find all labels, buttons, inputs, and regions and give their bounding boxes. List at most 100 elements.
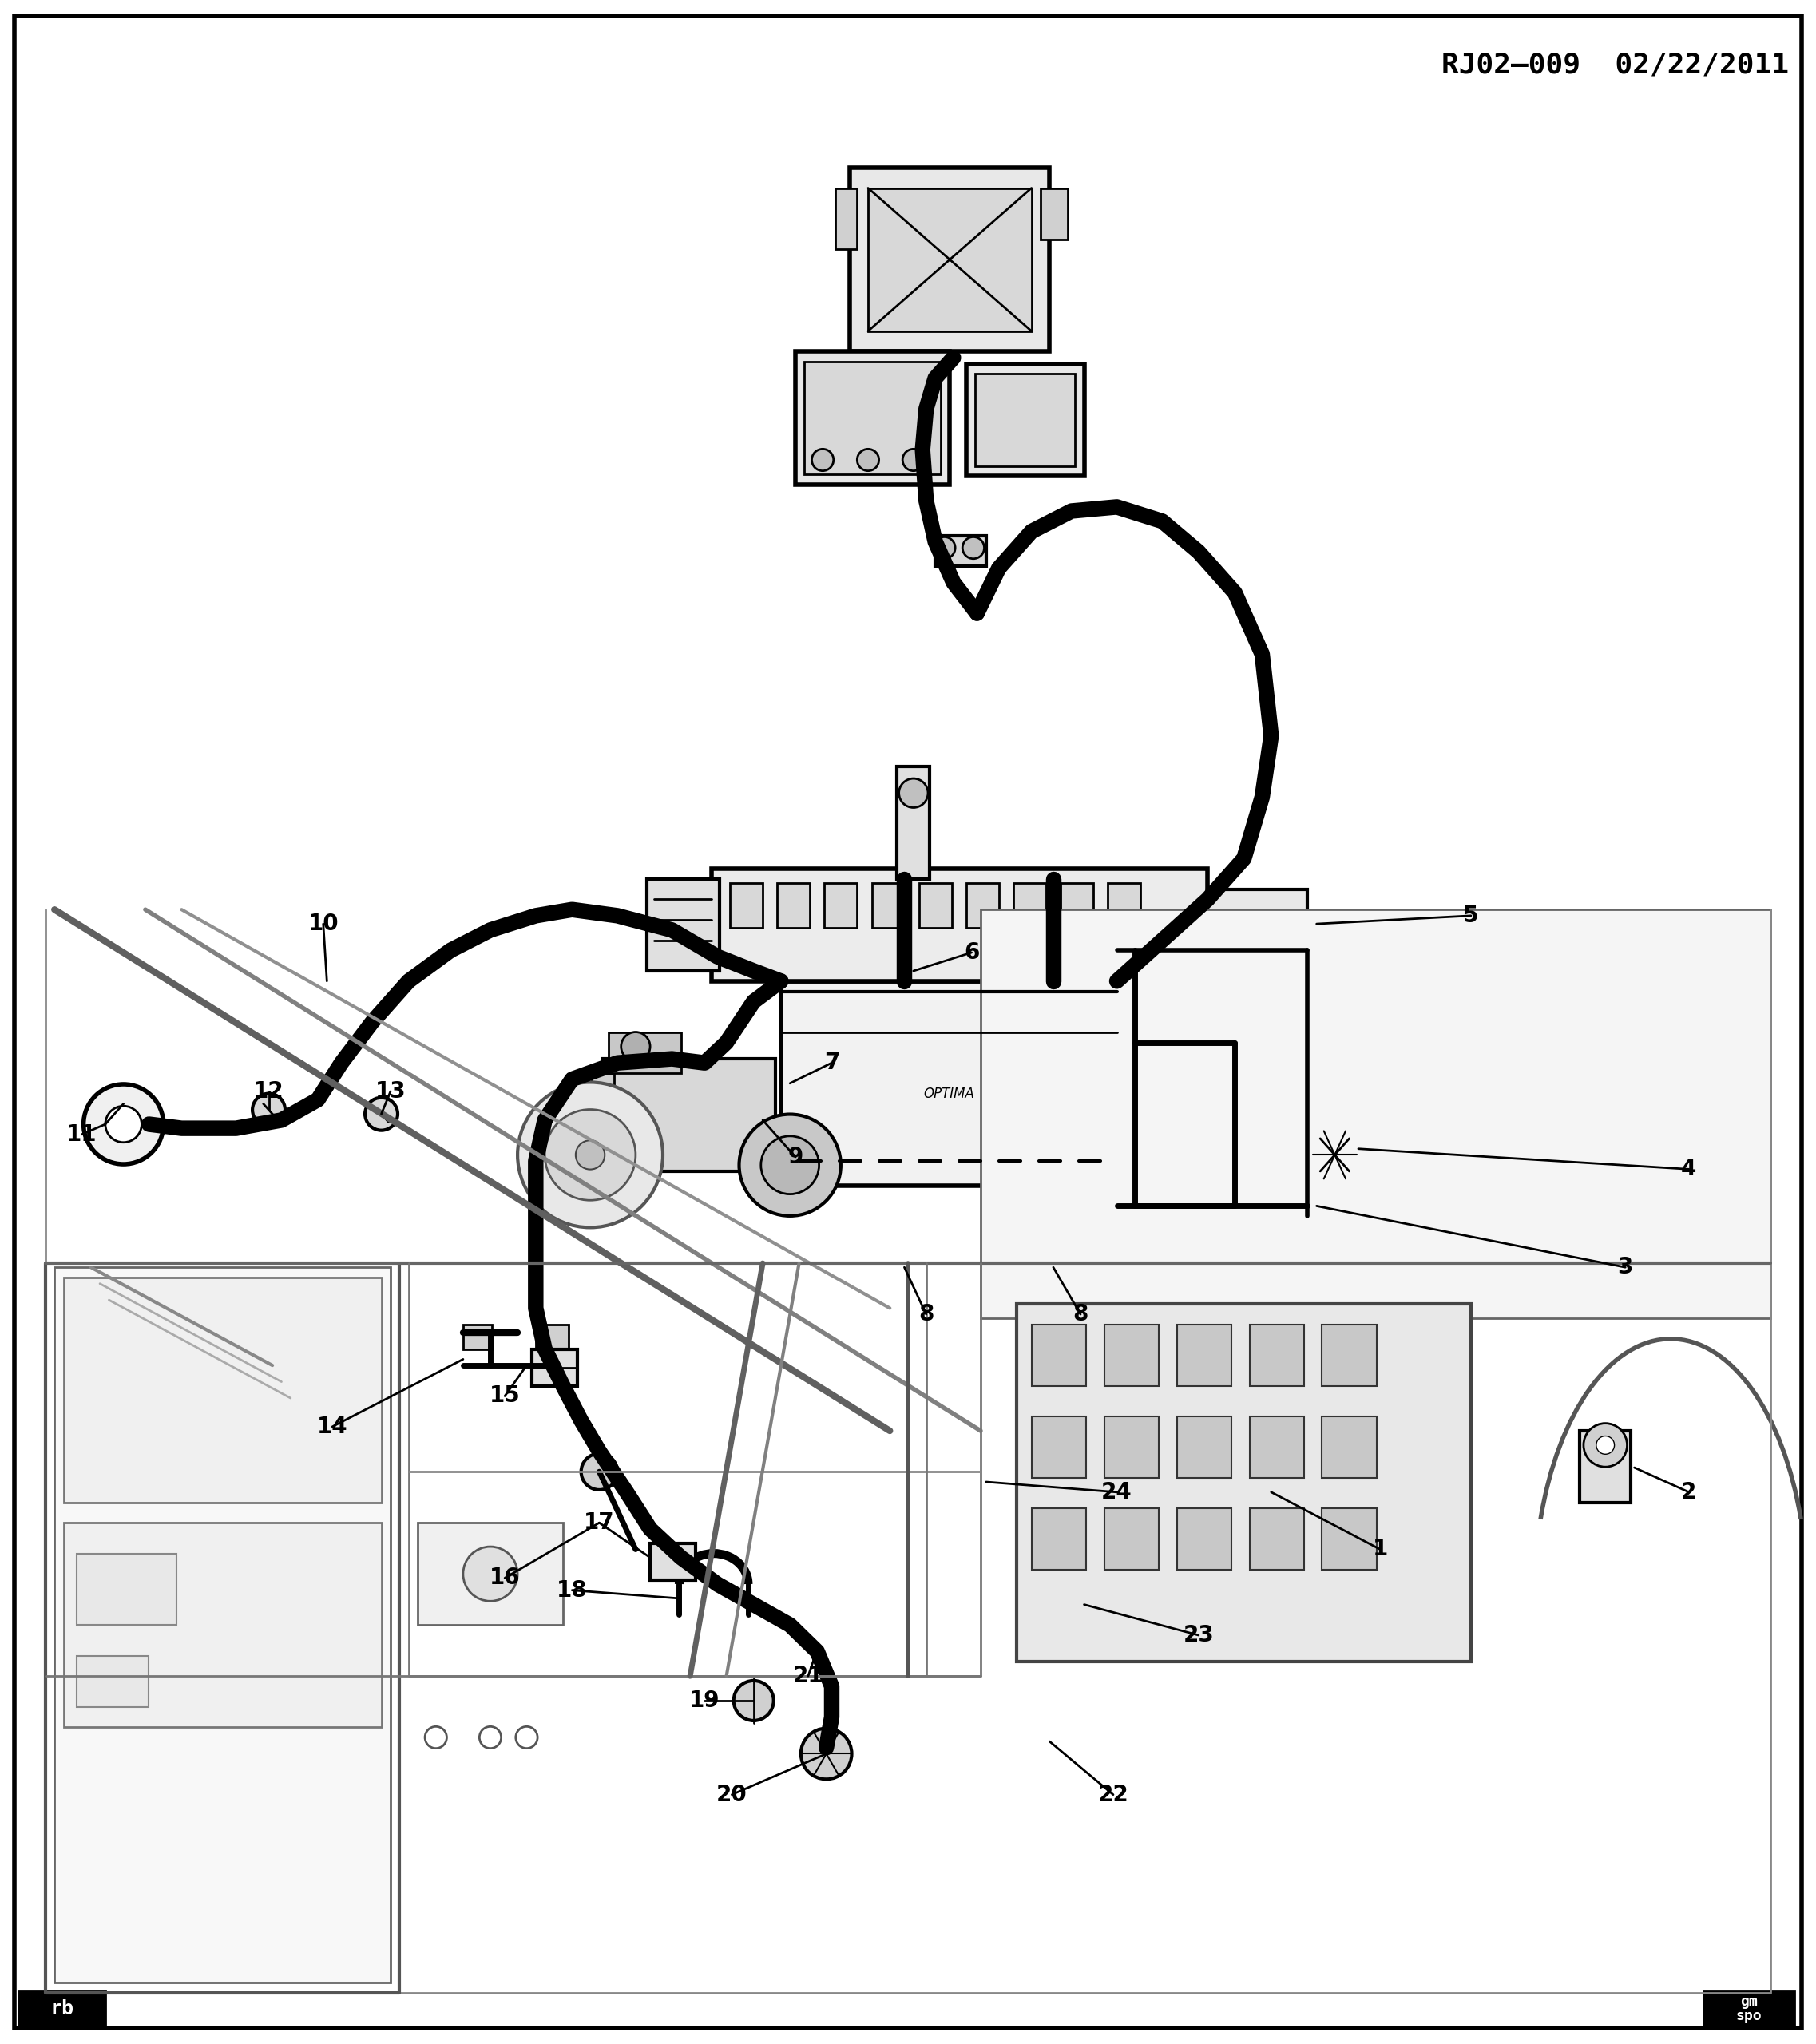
Bar <box>795 352 950 484</box>
Text: 14: 14 <box>318 1416 347 1437</box>
Circle shape <box>812 450 834 470</box>
Bar <box>536 1325 568 1349</box>
Circle shape <box>425 1727 447 1748</box>
Circle shape <box>463 1547 518 1600</box>
Text: 4: 4 <box>1682 1159 1696 1179</box>
Bar <box>1322 1508 1377 1570</box>
Circle shape <box>252 1094 285 1126</box>
Bar <box>418 1523 563 1625</box>
Circle shape <box>933 538 955 558</box>
Text: 24: 24 <box>1100 1482 1133 1502</box>
Bar <box>1031 1325 1086 1386</box>
Bar <box>1208 889 1308 971</box>
Bar <box>1061 883 1093 928</box>
Text: RJ02–009  02/22/2011: RJ02–009 02/22/2011 <box>1442 51 1789 78</box>
Bar <box>608 1032 681 1073</box>
Bar <box>76 1553 176 1625</box>
Text: 6: 6 <box>964 942 979 963</box>
Text: 1: 1 <box>1373 1539 1387 1560</box>
Bar <box>777 883 810 928</box>
Bar <box>463 1325 492 1349</box>
Circle shape <box>84 1083 163 1165</box>
Circle shape <box>899 779 928 807</box>
Bar <box>1177 1325 1231 1386</box>
Bar <box>1322 1416 1377 1478</box>
Circle shape <box>545 1110 636 1200</box>
Text: 13: 13 <box>376 1081 405 1102</box>
Bar <box>532 1349 577 1386</box>
Text: 18: 18 <box>558 1580 587 1600</box>
Bar <box>603 1059 775 1171</box>
Bar <box>975 374 1075 466</box>
Bar <box>64 1278 381 1502</box>
Text: 19: 19 <box>690 1690 719 1711</box>
Circle shape <box>821 950 850 979</box>
Circle shape <box>857 450 879 470</box>
Text: 21: 21 <box>794 1666 823 1686</box>
Bar <box>18 1991 105 2028</box>
Bar <box>64 1523 381 1727</box>
Text: 5: 5 <box>1464 905 1478 926</box>
Text: 23: 23 <box>1182 1625 1215 1645</box>
Bar <box>850 168 1050 352</box>
Text: 17: 17 <box>585 1513 614 1533</box>
Bar <box>868 188 1031 331</box>
Bar <box>76 1656 149 1707</box>
Circle shape <box>621 1032 650 1061</box>
Circle shape <box>365 1098 398 1130</box>
Bar <box>1013 883 1046 928</box>
Circle shape <box>739 1114 841 1216</box>
Bar <box>712 869 1208 981</box>
Circle shape <box>581 1453 617 1490</box>
Bar <box>935 536 986 566</box>
Bar <box>1322 1325 1377 1386</box>
Circle shape <box>576 1141 605 1169</box>
Circle shape <box>801 1729 852 1778</box>
Text: 10: 10 <box>309 914 338 934</box>
Text: 16: 16 <box>490 1568 519 1588</box>
Bar <box>1177 1508 1231 1570</box>
Bar <box>804 362 941 474</box>
Circle shape <box>1313 1132 1357 1177</box>
Bar <box>1031 1508 1086 1570</box>
Bar <box>824 883 857 928</box>
Bar <box>1177 1416 1231 1478</box>
Bar <box>1249 1416 1304 1478</box>
Bar <box>1580 1431 1631 1502</box>
Bar <box>835 188 857 249</box>
Text: 3: 3 <box>1618 1257 1633 1278</box>
Bar <box>1041 188 1068 239</box>
Text: 15: 15 <box>489 1386 521 1406</box>
Bar <box>781 981 1117 1186</box>
Circle shape <box>962 538 984 558</box>
Circle shape <box>479 1727 501 1748</box>
Bar <box>966 883 999 928</box>
Text: 8: 8 <box>1073 1304 1088 1325</box>
Text: 9: 9 <box>788 1147 803 1167</box>
Circle shape <box>518 1081 663 1228</box>
Text: 2: 2 <box>1682 1482 1696 1502</box>
Text: 22: 22 <box>1097 1784 1130 1805</box>
Text: OPTIMA: OPTIMA <box>923 1085 975 1102</box>
Circle shape <box>903 450 924 470</box>
Bar <box>1031 1416 1086 1478</box>
Bar <box>646 879 719 971</box>
Text: 7: 7 <box>824 1053 839 1073</box>
Bar <box>981 910 1771 1318</box>
Text: 12: 12 <box>254 1081 283 1102</box>
Bar <box>1104 1416 1159 1478</box>
Circle shape <box>761 1136 819 1194</box>
Circle shape <box>105 1106 142 1143</box>
Bar <box>919 883 952 928</box>
Bar <box>592 1073 614 1151</box>
Text: 11: 11 <box>67 1124 96 1145</box>
Bar <box>730 883 763 928</box>
Circle shape <box>734 1680 774 1721</box>
Circle shape <box>1030 950 1059 979</box>
Text: 20: 20 <box>716 1784 748 1805</box>
Bar <box>1108 883 1140 928</box>
Text: gm
spo: gm spo <box>1736 1995 1762 2024</box>
Bar <box>966 364 1084 476</box>
Bar <box>1249 1508 1304 1570</box>
Circle shape <box>1596 1437 1614 1453</box>
